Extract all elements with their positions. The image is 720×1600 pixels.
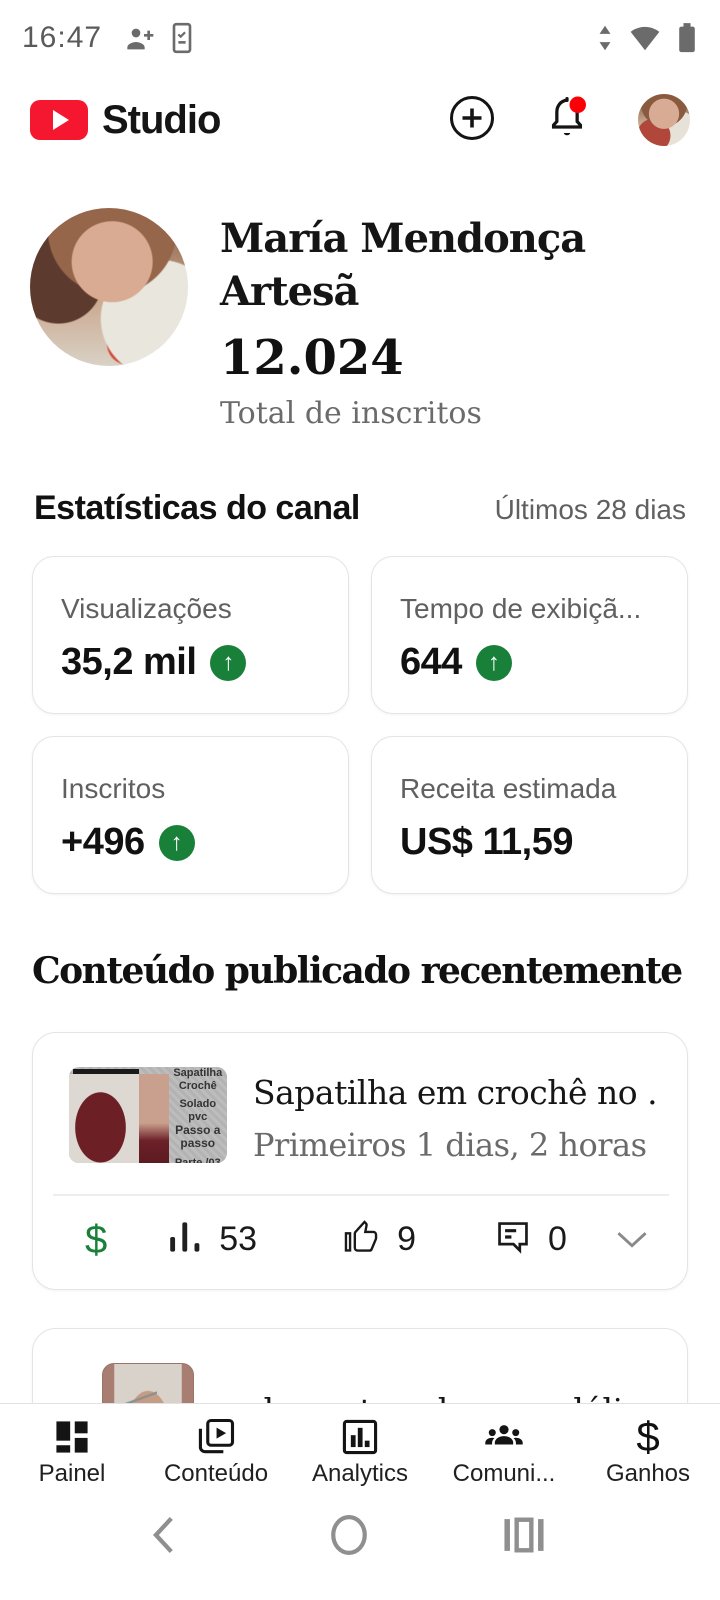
trend-up-icon: ↑	[475, 644, 512, 681]
views-analytics-icon	[169, 1221, 203, 1258]
bottom-navigation: Painel Conteúdo Analytics Comuni...	[0, 1403, 720, 1488]
create-button[interactable]	[448, 94, 496, 147]
trend-up-icon: ↑	[210, 644, 247, 681]
stat-value: US$ 11,59	[400, 821, 573, 863]
tab-label: Comuni...	[452, 1460, 556, 1487]
bottom-bar: Painel Conteúdo Analytics Comuni...	[0, 1403, 720, 1600]
channel-header: María Mendonça Artesã 12.024 Total de in…	[0, 208, 720, 431]
comments-count: 0	[548, 1220, 567, 1258]
stat-card-watch-time[interactable]: Tempo de exibiçã... 644 ↑	[371, 556, 688, 714]
trend-up-icon: ↑	[158, 824, 195, 861]
stat-value: +496	[61, 821, 145, 863]
tab-label: Conteúdo	[163, 1460, 269, 1487]
device-task-icon	[170, 22, 194, 54]
network-activity-icon	[596, 23, 614, 53]
system-navigation	[0, 1488, 720, 1600]
youtube-logo-icon	[30, 100, 88, 140]
battery-icon	[676, 21, 698, 55]
account-avatar[interactable]	[638, 94, 690, 146]
stat-card-views[interactable]: Visualizações 35,2 mil ↑	[32, 556, 349, 714]
likes-count: 9	[397, 1220, 416, 1258]
community-icon	[481, 1414, 527, 1459]
content-title: Conteúdo publicado recentemente	[32, 950, 683, 992]
stat-card-subscribers[interactable]: Inscritos +496 ↑	[32, 736, 349, 894]
video-subtitle: Primeiros 1 dias, 2 horas	[253, 1126, 647, 1164]
thumbs-up-icon	[341, 1218, 381, 1261]
subscriber-label: Total de inscritos	[220, 396, 482, 431]
stats-title: Estatísticas do canal	[34, 489, 360, 527]
tab-comunidade[interactable]: Comuni...	[432, 1404, 576, 1488]
earnings-icon: $	[636, 1412, 660, 1460]
stat-card-revenue[interactable]: Receita estimada US$ 11,59	[371, 736, 688, 894]
app-title: Studio	[102, 97, 221, 142]
monetization-icon: $	[85, 1217, 108, 1262]
channel-avatar[interactable]	[30, 208, 188, 366]
divider	[53, 1194, 669, 1196]
subscriber-count: 12.024	[220, 330, 404, 386]
video-thumbnail[interactable]: Sapatilha Crochê Solado pvc Passo a pass…	[69, 1067, 227, 1163]
thumbnail-caption: Sapatilha Crochê Solado pvc Passo a pass…	[173, 1067, 223, 1163]
comment-icon	[494, 1218, 532, 1261]
stat-label: Inscritos	[61, 773, 166, 804]
stat-label: Receita estimada	[400, 773, 617, 804]
content-section-header: Conteúdo publicado recentemente	[0, 950, 720, 992]
tab-painel[interactable]: Painel	[0, 1404, 144, 1488]
tab-ganhos[interactable]: $ Ganhos	[576, 1404, 720, 1488]
analytics-icon	[338, 1414, 382, 1459]
video-stats-row: $ 53 9 0	[33, 1196, 687, 1289]
expand-chevron-down-icon[interactable]	[615, 1230, 649, 1250]
status-bar: 16:47	[0, 0, 720, 62]
stat-label: Tempo de exibiçã...	[400, 593, 642, 624]
stat-value: 644	[400, 641, 462, 683]
home-button[interactable]	[326, 1514, 372, 1561]
person-add-icon	[124, 22, 156, 54]
stats-cards: Visualizações 35,2 mil ↑ Tempo de exibiç…	[0, 556, 720, 894]
dashboard-icon	[50, 1414, 94, 1459]
notifications-button[interactable]	[544, 94, 590, 147]
clock: 16:47	[22, 21, 103, 54]
back-button[interactable]	[150, 1514, 176, 1561]
app-bar: Studio	[0, 88, 720, 152]
wifi-icon	[628, 23, 662, 53]
tab-conteudo[interactable]: Conteúdo	[144, 1404, 288, 1488]
stat-label: Visualizações	[61, 593, 232, 624]
tab-label: Ganhos	[605, 1460, 691, 1487]
video-card[interactable]: Sapatilha Crochê Solado pvc Passo a pass…	[32, 1032, 688, 1290]
notification-dot	[569, 96, 586, 113]
recents-button[interactable]	[502, 1514, 546, 1561]
tab-analytics[interactable]: Analytics	[288, 1404, 432, 1488]
content-icon	[194, 1414, 238, 1459]
views-count: 53	[219, 1220, 258, 1258]
video-title: Sapatilha em crochê no ...	[253, 1073, 657, 1112]
stats-section-header: Estatísticas do canal Últimos 28 dias	[0, 489, 720, 528]
channel-name: María Mendonça Artesã	[220, 215, 586, 315]
tab-label: Painel	[38, 1460, 106, 1487]
stats-period: Últimos 28 dias	[494, 494, 686, 525]
stat-value: 35,2 mil	[61, 641, 197, 683]
tab-label: Analytics	[311, 1460, 409, 1487]
